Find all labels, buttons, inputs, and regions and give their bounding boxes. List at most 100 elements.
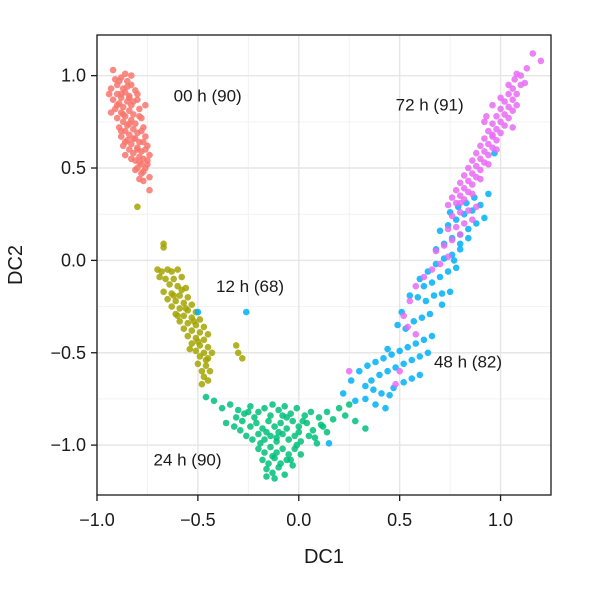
data-point [356, 367, 363, 375]
data-point [121, 151, 129, 159]
data-point [263, 465, 270, 473]
data-point [436, 273, 444, 281]
data-point [132, 166, 139, 174]
data-point [400, 360, 408, 368]
data-point [134, 90, 141, 98]
data-point [196, 353, 204, 360]
data-point [341, 412, 349, 419]
data-point [473, 203, 480, 211]
data-point [325, 440, 333, 447]
y-tick-label: −1.0 [50, 435, 86, 455]
data-point [297, 451, 305, 458]
data-point [456, 179, 464, 187]
data-point [347, 377, 355, 384]
data-point [184, 319, 192, 327]
data-point [456, 209, 464, 216]
data-point [140, 138, 147, 146]
data-point [315, 414, 323, 421]
data-point [438, 301, 446, 309]
data-point [428, 332, 436, 340]
data-point [222, 419, 230, 427]
series-0 [105, 66, 153, 194]
data-point [271, 475, 278, 482]
data-point [505, 114, 512, 122]
data-point [513, 70, 520, 78]
data-point [400, 379, 408, 386]
data-point [404, 323, 412, 331]
data-point [202, 362, 210, 370]
data-point [323, 408, 331, 416]
data-point [200, 323, 208, 331]
data-point [259, 456, 266, 464]
data-point [117, 133, 125, 140]
data-point [134, 146, 141, 153]
data-point [477, 166, 484, 174]
data-point [477, 175, 484, 183]
data-point [281, 403, 289, 410]
data-point [384, 367, 391, 375]
data-point [146, 151, 153, 159]
data-point [180, 299, 188, 307]
data-point [202, 356, 210, 364]
data-point [130, 135, 137, 142]
data-point [392, 380, 399, 388]
data-point [418, 314, 426, 322]
data-point [281, 471, 289, 479]
data-point [269, 469, 276, 477]
data-point [319, 423, 327, 430]
data-point [204, 331, 212, 338]
data-point [378, 390, 385, 397]
data-point [493, 137, 500, 144]
data-point [124, 83, 131, 90]
data-point [180, 312, 188, 320]
data-point [142, 146, 149, 153]
data-point [465, 234, 472, 242]
data-point [162, 275, 169, 283]
data-point [279, 412, 286, 419]
data-point [368, 377, 375, 384]
data-point [160, 244, 167, 251]
data-point [158, 268, 165, 275]
data-point [422, 297, 430, 305]
cluster-label: 00 h (90) [174, 87, 242, 106]
data-point [364, 362, 371, 370]
x-tick-label: 0.5 [387, 510, 412, 530]
data-point [485, 161, 492, 168]
data-point [362, 382, 369, 390]
data-point [420, 336, 428, 344]
data-point [509, 96, 516, 103]
cluster-label: 12 h (68) [216, 277, 284, 296]
data-point [263, 428, 270, 436]
data-point [406, 297, 414, 305]
data-point [450, 257, 458, 264]
data-point [509, 124, 516, 131]
data-point [513, 90, 520, 98]
data-point [176, 318, 183, 325]
data-point [146, 186, 153, 194]
data-point [239, 355, 246, 362]
data-point [410, 318, 418, 325]
data-point [438, 290, 446, 297]
data-point [192, 347, 200, 355]
data-point [289, 417, 297, 425]
data-point [136, 113, 143, 120]
data-point [232, 414, 240, 421]
data-point [370, 386, 377, 394]
data-point [190, 318, 198, 325]
data-point [452, 264, 460, 272]
cluster-labels: 00 h (90) 12 h (68) 24 h (90) 48 h (82) 72 h… [153, 87, 502, 470]
data-point [299, 417, 307, 425]
data-point [136, 159, 143, 166]
data-point [497, 105, 504, 113]
data-point [170, 275, 177, 283]
data-point [309, 427, 317, 434]
data-point [275, 428, 282, 436]
data-point [444, 201, 452, 209]
data-point [412, 331, 420, 338]
plot-panel-border [96, 34, 552, 496]
data-point [436, 227, 444, 235]
data-point [408, 356, 416, 364]
data-point [263, 473, 270, 480]
data-point [394, 321, 401, 329]
